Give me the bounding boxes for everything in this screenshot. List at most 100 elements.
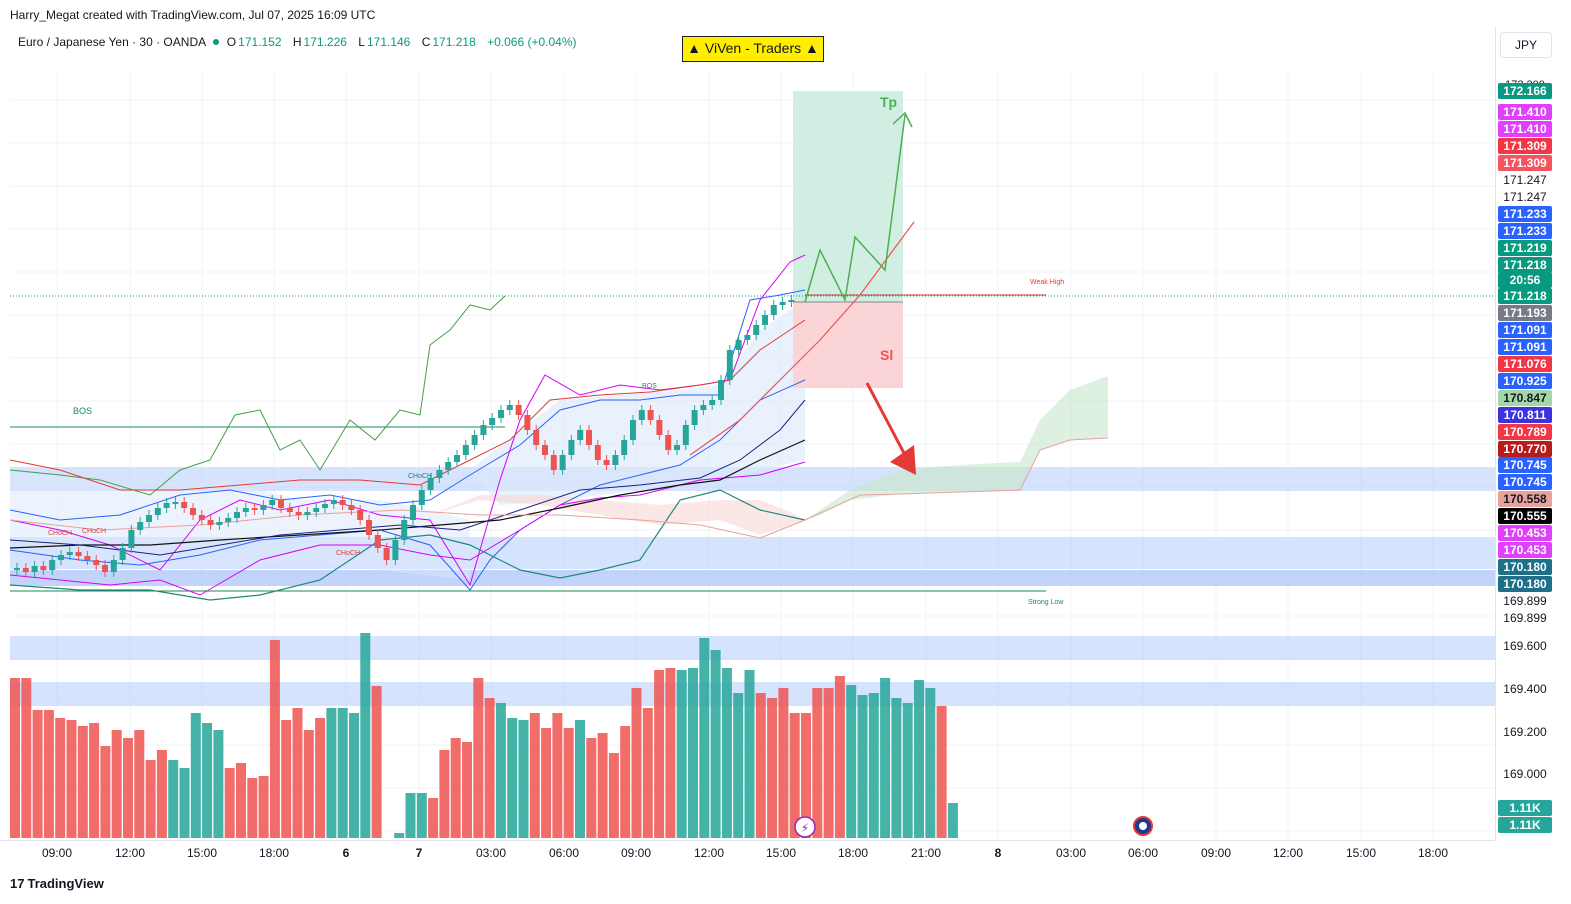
volume-bar <box>405 793 416 838</box>
symbol-legend[interactable]: Euro / Japanese Yen · 30 · OANDA O 171.15… <box>18 35 585 49</box>
candle <box>770 305 777 315</box>
candle <box>480 425 487 435</box>
price-chart[interactable]: ⚡ <box>0 26 1571 868</box>
volume-bar <box>925 688 936 838</box>
candle <box>181 502 188 508</box>
candle <box>586 430 592 445</box>
price-label: 169.400 <box>1503 682 1547 696</box>
tp-zone <box>793 91 903 302</box>
price-label: 171.247 <box>1503 173 1547 187</box>
volume-bar <box>326 708 337 838</box>
volume-bar <box>43 710 54 838</box>
candle <box>709 400 716 405</box>
sl-label: Sl <box>880 347 894 363</box>
price-label: 171.233 <box>1498 206 1552 222</box>
volume-bar <box>767 698 778 838</box>
price-scale-divider <box>1495 26 1496 840</box>
candle <box>647 410 654 420</box>
time-tick: 15:00 <box>1345 846 1377 860</box>
time-tick: 18:00 <box>1417 846 1449 860</box>
time-tick: 03:00 <box>1055 846 1087 860</box>
price-label: 172.166 <box>1498 83 1552 99</box>
candle <box>154 508 161 515</box>
candle <box>735 340 742 350</box>
ohlc-low-value: 171.146 <box>366 35 411 49</box>
price-label: 170.847 <box>1498 390 1552 406</box>
candle <box>295 512 302 515</box>
volume-bar <box>213 730 224 838</box>
candle <box>198 515 205 520</box>
price-label: 170.811 <box>1498 407 1552 423</box>
currency-button[interactable]: JPY <box>1500 32 1552 58</box>
candle <box>146 515 152 522</box>
ohlc-high-label: H <box>292 35 302 49</box>
choch-label: CHoCH <box>48 530 73 537</box>
candle <box>603 460 610 465</box>
volume-bar <box>552 713 563 838</box>
tradingview-brand[interactable]: 17 TradingView <box>10 876 104 891</box>
price-label: 171.218 <box>1498 257 1552 273</box>
chart-area[interactable]: ⚡ <box>0 26 1571 868</box>
price-label: 170.180 <box>1498 559 1552 575</box>
candle <box>66 552 73 555</box>
time-scale-divider <box>0 840 1495 841</box>
candle <box>788 300 795 302</box>
tradingview-logo-icon: 17 <box>10 876 25 891</box>
ohlc-close-label: C <box>421 35 431 49</box>
volume-bar <box>123 738 133 838</box>
volume-bar <box>168 760 179 838</box>
ohlc-high-value: 171.226 <box>303 35 347 49</box>
ichimoku-cloud <box>805 376 1108 520</box>
candle <box>22 568 29 572</box>
candle <box>119 548 126 560</box>
volume-bar <box>868 693 879 838</box>
candle <box>753 325 760 335</box>
volume-bar <box>834 676 845 838</box>
candle <box>638 410 645 420</box>
volume-bar <box>450 738 461 838</box>
price-label: 170.555 <box>1498 508 1552 524</box>
candle <box>410 505 416 520</box>
candle <box>462 445 469 455</box>
price-scale-top: 172.200 <box>1505 79 1545 85</box>
volume-bar <box>857 695 868 838</box>
price-label: 171.218 <box>1498 288 1552 304</box>
brand-name: TradingView <box>27 876 104 891</box>
ohlc-open-value: 171.152 <box>238 35 282 49</box>
candle <box>58 555 64 560</box>
volume-bar <box>269 640 280 838</box>
volume-bar <box>190 713 201 838</box>
volume-bar <box>642 708 653 838</box>
volume-bar <box>134 730 145 838</box>
volume-bar <box>89 723 100 838</box>
volume-bar <box>891 698 902 838</box>
candle <box>339 500 346 505</box>
choch-label: CHoCH <box>336 550 361 557</box>
attribution-text: Harry_Megat created with TradingView.com… <box>10 8 376 22</box>
projection-arrowhead <box>892 111 913 128</box>
dark-blue-line <box>9 399 806 556</box>
volume-bar <box>439 750 450 838</box>
volume-bar <box>744 670 755 838</box>
volume-bar <box>914 680 924 838</box>
candle <box>533 430 540 445</box>
volume-bar <box>947 803 958 838</box>
volume-bar <box>518 720 529 838</box>
candle <box>762 315 768 325</box>
candle <box>348 505 355 510</box>
volume-bar <box>303 730 314 838</box>
candle <box>682 425 689 445</box>
candle <box>665 435 672 450</box>
bos-label-small: BOS <box>642 383 657 390</box>
volume-bar <box>77 726 88 838</box>
volume-bar <box>801 713 811 838</box>
volume-bar <box>236 763 246 838</box>
time-tick: 09:00 <box>41 846 73 860</box>
candle <box>234 512 240 518</box>
volume-bar <box>541 728 552 838</box>
volume-bar <box>880 678 891 838</box>
down-arrow-head <box>890 445 916 475</box>
symbol-name[interactable]: Euro / Japanese Yen · 30 · OANDA <box>18 35 207 49</box>
candle <box>304 512 311 515</box>
weak-high-label: Weak High <box>1030 279 1065 286</box>
